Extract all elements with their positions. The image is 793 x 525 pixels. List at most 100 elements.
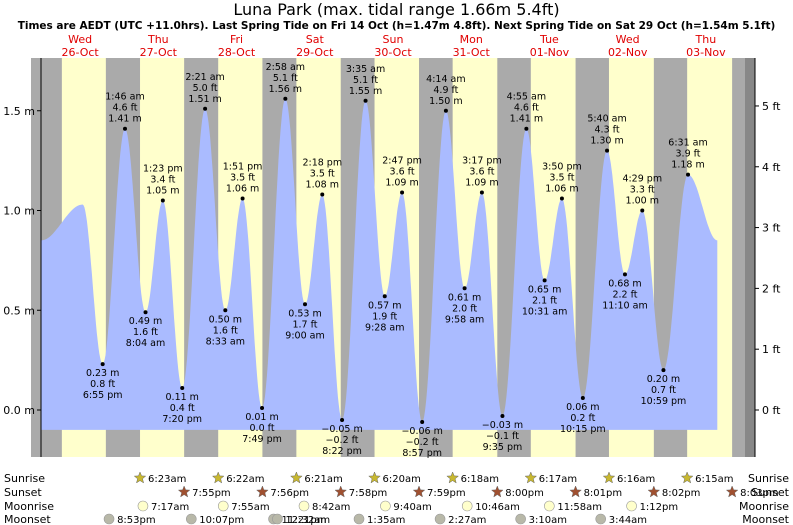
moonset-entry: 1:35am — [353, 513, 405, 525]
tide-ft-label: 0.0 ft — [250, 423, 275, 434]
tide-ft-label: 4.6 ft — [112, 103, 137, 114]
y-right-tick-label: 1 ft — [762, 343, 781, 356]
day-header-dow: Fri — [230, 33, 243, 46]
sunrise-entry: 6:17am — [524, 471, 577, 485]
tide-m-label: 1.56 m — [269, 84, 302, 95]
tide-point — [524, 126, 529, 131]
tide-time-label: 8:33 am — [206, 336, 245, 347]
sunset-entry: 7:58pm — [334, 485, 388, 499]
day-header-dow: Tue — [539, 33, 559, 46]
moonset-icon — [103, 513, 115, 525]
day-header-date: 29-Oct — [296, 46, 334, 59]
moonrise-time: 7:55am — [231, 502, 269, 513]
tide-time-label: 7:49 pm — [242, 434, 282, 445]
sunset-entry: 7:55pm — [177, 485, 231, 499]
tide-time-label: 4:14 am — [426, 74, 465, 85]
sunrise-icon — [680, 471, 694, 484]
tide-ft-label: 1.6 ft — [213, 325, 238, 336]
tide-m-label: 1.08 m — [306, 180, 339, 191]
tide-ft-label: −0.2 ft — [326, 435, 359, 446]
sunset-row-label-right: Sunset — [751, 486, 789, 499]
day-header-date: 01-Nov — [530, 46, 570, 59]
moonrise-entry: 11:58am — [544, 500, 602, 513]
tide-point — [223, 308, 228, 313]
tide-m-label: 1.41 m — [108, 114, 141, 125]
tide-time-label: 2:47 pm — [382, 156, 422, 167]
day-header-dow: Thu — [147, 33, 169, 46]
moonrise-entry: 1:12pm — [626, 500, 679, 513]
tide-m-label: 0.23 m — [86, 368, 119, 379]
sunset-entry: 8:01pm — [569, 485, 622, 499]
tide-m-label: 0.50 m — [209, 314, 242, 325]
tide-m-label: 1.06 m — [226, 184, 259, 195]
tide-time-label: 10:15 pm — [560, 424, 606, 435]
tide-point — [160, 198, 165, 203]
tide-ft-label: 0.8 ft — [90, 379, 115, 390]
tide-ft-label: 3.5 ft — [310, 169, 335, 180]
tide-time-label: 8:22 pm — [322, 446, 362, 457]
tide-time-label: 9:28 am — [365, 322, 404, 333]
moonset-entry: 8:53pm — [103, 513, 156, 525]
sunset-time: 7:58pm — [349, 488, 388, 499]
sunset-time: 8:00pm — [505, 488, 544, 499]
tide-ft-label: 3.9 ft — [676, 149, 701, 160]
sunrise-entry: 6:21am — [290, 471, 343, 485]
tide-time-label: 5:40 am — [587, 114, 626, 125]
tide-ft-label: 2.0 ft — [452, 303, 477, 314]
tide-time-label: 4:29 pm — [622, 174, 662, 185]
sunset-icon — [177, 485, 191, 498]
tide-ft-label: 1.9 ft — [372, 311, 397, 322]
left-margin — [0, 58, 31, 457]
sunrise-icon — [524, 471, 538, 484]
moonrise-time: 11:58am — [557, 502, 602, 513]
chart-subtitle: Times are AEDT (UTC +11.0hrs). Last Spri… — [17, 20, 776, 32]
tide-ft-label: 0.4 ft — [170, 403, 195, 414]
y-left-tick-label: 1.0 m — [3, 205, 35, 218]
moonset-row-label-right: Moonset — [742, 513, 789, 525]
moonrise-entry: 9:40am — [380, 500, 432, 513]
moonset-entry: 10:07pm — [186, 513, 244, 525]
tide-ft-label: 4.3 ft — [595, 125, 620, 136]
day-headers: Wed26-OctThu27-OctFri28-OctSat29-OctSun3… — [61, 33, 726, 59]
sunset-icon — [569, 485, 582, 498]
tide-point — [260, 406, 265, 411]
tide-ft-label: 4.9 ft — [433, 85, 458, 96]
y-right-tick-label: 3 ft — [762, 222, 781, 235]
tide-point — [640, 208, 645, 213]
moonrise-time: 1:12pm — [640, 502, 679, 513]
moonset-time: 11:21pm — [282, 515, 327, 525]
tide-point — [500, 413, 505, 418]
tide-m-label: 0.01 m — [245, 412, 278, 423]
right-margin-band — [745, 58, 755, 457]
day-header-dow: Sat — [306, 33, 325, 46]
sunrise-icon — [368, 471, 381, 484]
tide-time-label: 2:58 am — [266, 62, 305, 73]
moonrise-icon — [626, 500, 637, 512]
moonset-icon — [434, 513, 446, 525]
tide-m-label: 0.61 m — [448, 292, 481, 303]
tide-ft-label: 3.5 ft — [549, 173, 574, 184]
sunset-time: 7:56pm — [270, 488, 309, 499]
sunrise-time: 6:17am — [539, 474, 577, 485]
sunrise-icon — [290, 471, 303, 484]
tide-time-label: 3:35 am — [346, 64, 385, 75]
sunrise-entry: 6:20am — [368, 471, 421, 485]
tide-point — [320, 192, 325, 197]
moonrise-icon — [461, 500, 473, 512]
moonrise-icon — [298, 500, 310, 512]
tide-point — [479, 190, 484, 195]
tide-point — [462, 286, 467, 291]
tide-m-label: 0.20 m — [647, 374, 680, 385]
y-right-tick-label: 4 ft — [762, 161, 781, 174]
tide-m-label: 0.68 m — [608, 278, 641, 289]
tide-point — [580, 396, 585, 401]
day-header-dow: Wed — [68, 33, 92, 46]
y-axis-right-ticks: 0 ft 1 ft 2 ft 3 ft 4 ft 5 ft — [755, 100, 781, 417]
tide-m-label: 1.51 m — [188, 94, 221, 105]
tide-m-label: 0.53 m — [288, 308, 321, 319]
tide-ft-label: 3.6 ft — [469, 167, 494, 178]
tide-time-label: 3:50 pm — [542, 162, 582, 173]
tide-ft-label: 3.6 ft — [390, 167, 415, 178]
